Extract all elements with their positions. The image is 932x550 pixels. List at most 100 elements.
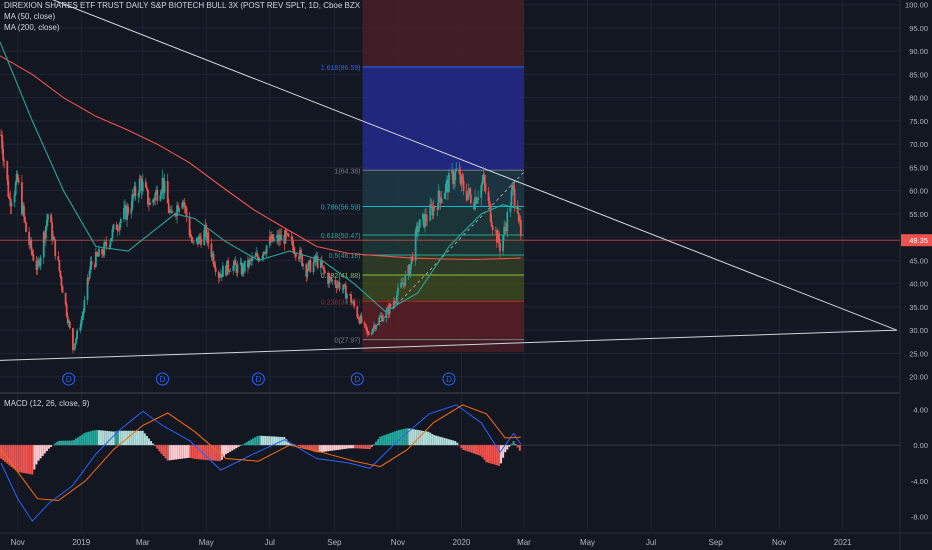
ma50-line [0,41,521,313]
x-tick-label: Jul [646,538,656,547]
candle-body [502,235,505,252]
candle-body [103,242,106,256]
y-tick-label: 60.00 [909,187,928,196]
macd-histogram-bar [166,445,169,461]
candle-body [166,181,169,204]
macd-histogram-bar [189,445,192,458]
macd-histogram-bar [106,430,109,446]
macd-histogram-bar [362,445,365,449]
candle-body [25,222,27,232]
macd-histogram-bar [358,445,361,449]
candle-body [276,234,278,239]
candle-body [344,285,347,299]
candle-body [13,194,16,203]
macd-histogram-bar [125,430,128,446]
trendline-upper [52,0,898,331]
macd-histogram-bar [97,430,100,446]
candle-body [380,315,383,317]
candle-body [424,214,426,228]
candle-body [115,224,118,230]
macd-histogram-bar [29,445,32,475]
candle-body [200,238,202,246]
macd-histogram-bar [222,445,225,457]
candle-body [319,261,322,268]
candle-body [72,328,74,350]
macd-histogram-bar [225,445,228,455]
candle-body [185,207,188,217]
macd-histogram-bar [283,437,286,446]
candle-body [378,317,381,326]
macd-histogram-bar [37,445,40,461]
candle-body [247,260,249,268]
candle-body [469,194,472,203]
candle-body [45,220,48,227]
candle-body [308,260,311,263]
candle-body [235,264,238,273]
macd-histogram-bar [275,436,278,446]
candle-body [178,208,181,212]
candle-body [59,270,62,277]
candle-body [307,262,310,271]
candle-body [175,214,177,217]
signal-line [0,404,521,502]
candle-body [475,197,477,204]
candle-body [105,242,108,247]
macd-histogram-bar [314,445,317,453]
macd-histogram-bar [360,445,363,449]
macd-histogram-bar [170,445,173,461]
candle-body [490,221,493,227]
macd-histogram-bar [204,445,207,460]
macd-histogram-bar [91,430,94,446]
candle-body [205,224,208,241]
macd-histogram-bar [6,445,9,464]
macd-histogram-bar [343,445,346,449]
candles [0,129,522,354]
candle-body [141,181,144,192]
candle-body [203,230,206,246]
candle-body [257,257,260,262]
macd-histogram-bar [472,445,475,454]
candle-body [137,193,140,197]
candle-body [24,216,26,223]
candle-body [458,168,461,174]
candle-body [7,180,10,197]
candle-body [465,190,468,200]
candle-body [302,264,305,266]
candle-body [423,213,425,228]
candle-body [316,256,319,268]
macd-histogram-bar [210,445,213,461]
macd-histogram-bar [483,445,486,460]
macd-histogram-bar [14,445,17,471]
candle-body [287,233,290,237]
candle-body [367,333,370,335]
macd-histogram-bar [252,438,255,446]
macd-histogram-bar [175,445,178,460]
candle-body [488,200,491,205]
macd-histogram-bar [164,445,167,459]
macd-histogram-bar [375,441,378,446]
candle-body [156,189,159,201]
candle-body [385,309,388,318]
fib-level-label: 0.382(41.88) [321,273,361,280]
macd-histogram-bar [437,436,440,446]
candle-body [207,232,210,244]
macd-histogram-bar [306,445,309,450]
candle-body [0,134,2,136]
candle-body [20,182,23,214]
dividend-circle [442,372,456,386]
macd-histogram-bar [414,429,417,446]
candle-body [57,256,60,261]
macd-histogram-bar [377,439,380,446]
macd-histogram-bar [262,435,265,446]
dividend-circle [156,372,169,386]
fib-level-label: 0.236(36.16) [321,300,361,307]
macd-histogram-bar [27,445,30,474]
candle-body [161,177,164,192]
macd-histogram-bar [347,445,350,449]
candle-body [513,188,516,206]
candle-body [283,234,286,244]
macd-histogram-bar [464,445,467,451]
macd-histogram-bar [445,438,448,446]
candle-body [1,135,3,149]
